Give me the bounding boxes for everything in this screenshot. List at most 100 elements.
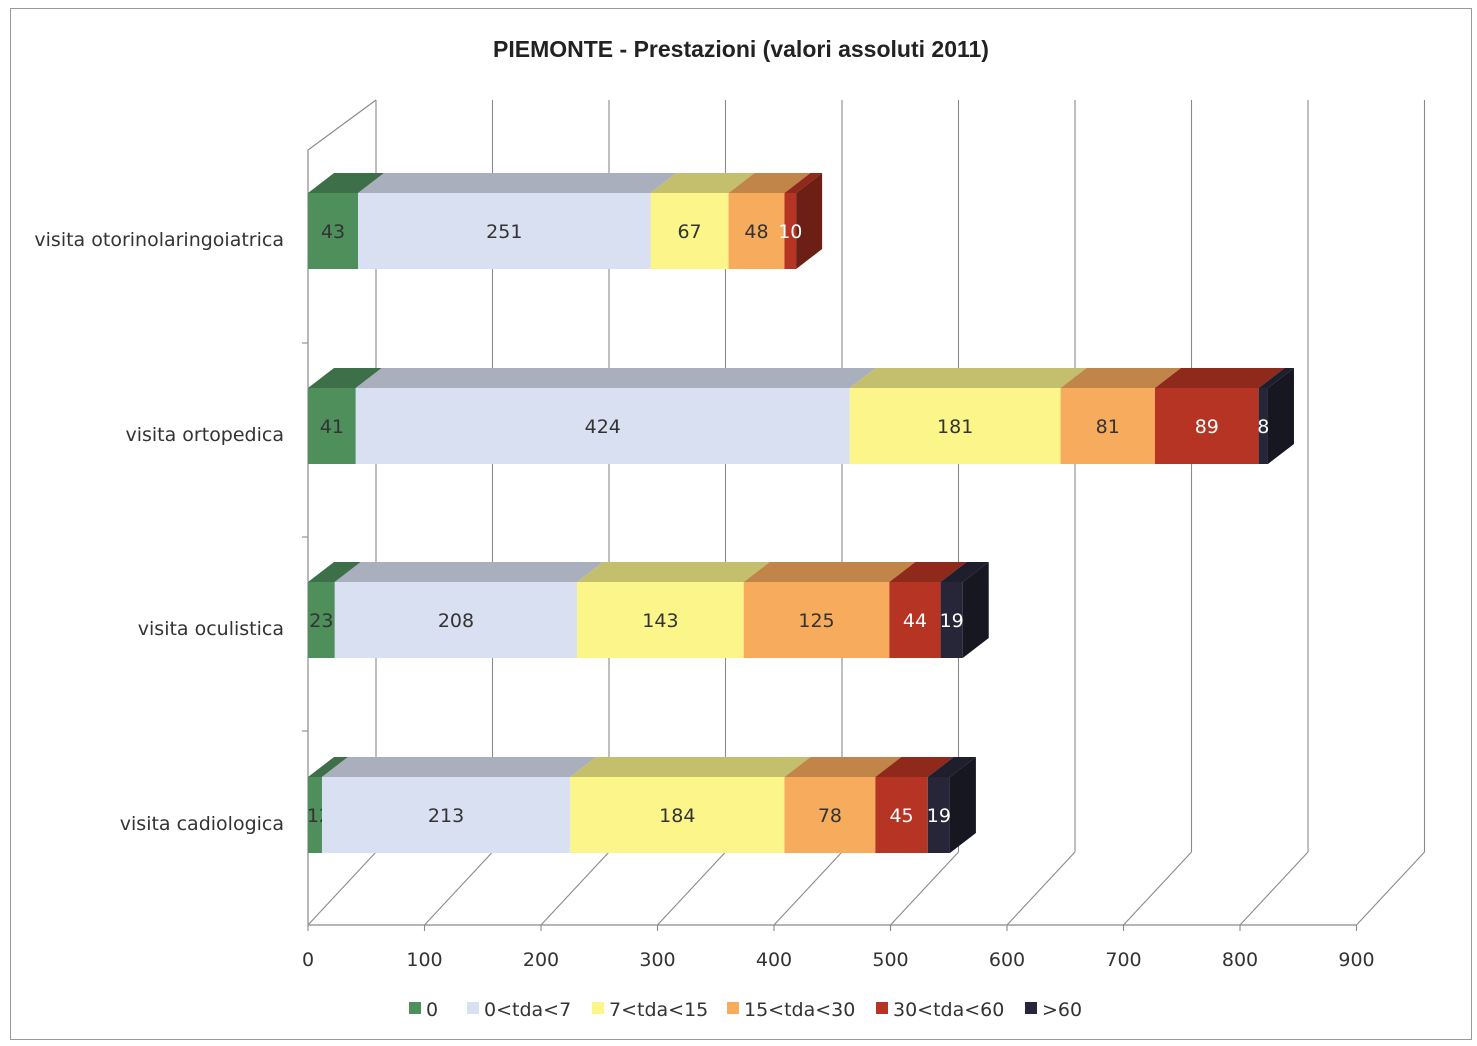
bar-side->60 (962, 562, 989, 658)
data-label: 23 (309, 610, 333, 632)
data-label: 89 (1195, 416, 1219, 438)
floor-gridline-0 (307, 851, 377, 926)
bar-segment (1154, 388, 1259, 464)
bar-top-0<tda<7 (321, 757, 597, 777)
legend-item-0: 0 (426, 999, 438, 1021)
bar-top-7<tda<15 (650, 173, 755, 193)
bar-segment (570, 777, 785, 853)
x-tick-label-200: 200 (523, 949, 559, 971)
data-label: 10 (778, 221, 802, 243)
data-label: 19 (927, 805, 951, 827)
data-label: 143 (642, 610, 678, 632)
floor-gridline-500 (890, 851, 959, 926)
bar-segment (849, 388, 1061, 464)
x-tick-label-600: 600 (989, 949, 1025, 971)
legend-item-5: >60 (1042, 999, 1082, 1021)
bar-side->60 (949, 757, 976, 853)
category-label: visita otorinolaringoiatrica (34, 229, 284, 251)
floor-gridline-400 (773, 851, 843, 926)
legend-swatch-2 (592, 1002, 604, 1014)
data-label: 213 (428, 805, 464, 827)
bar-segment (308, 193, 359, 269)
legend-swatch-5 (1025, 1002, 1037, 1014)
bar-segment (728, 193, 785, 269)
data-label: 81 (1096, 416, 1120, 438)
data-label: 78 (818, 805, 842, 827)
floor-gridline-900 (1356, 851, 1425, 926)
floor-gridline-200 (540, 851, 610, 926)
bar-top-7<tda<15 (849, 368, 1087, 388)
bar-segment (308, 388, 356, 464)
bar-segment (334, 582, 578, 658)
data-label: 43 (321, 221, 345, 243)
category-label: visita oculistica (138, 618, 284, 640)
floor-gridline-700 (1123, 851, 1192, 926)
bar-top-15<tda<30 (743, 562, 916, 582)
x-tick-label-900: 900 (1338, 949, 1374, 971)
bar-segment (875, 777, 928, 853)
bar-top-30<tda<60 (889, 562, 967, 582)
bar-top-0 (308, 368, 382, 388)
floor-gridline-600 (1006, 851, 1076, 926)
bar-segment (743, 582, 890, 658)
legend-swatch-0 (409, 1002, 421, 1014)
bar-segment (784, 193, 797, 269)
bar-top-30<tda<60 (784, 173, 823, 193)
legend-item-4: 30<tda<60 (893, 999, 1004, 1021)
data-label: 251 (486, 221, 522, 243)
data-label: 41 (320, 416, 344, 438)
legend-swatch-4 (876, 1002, 888, 1014)
legend-item-3: 15<tda<30 (744, 999, 855, 1021)
bar-segment (308, 777, 322, 853)
bar-segment (321, 777, 571, 853)
data-label: 8 (1257, 416, 1269, 438)
x-tick-label-700: 700 (1105, 949, 1141, 971)
bar-top-0<tda<7 (334, 562, 604, 582)
bar-top->60 (927, 757, 976, 777)
bar-top-0 (308, 173, 385, 193)
legend-swatch-3 (727, 1002, 739, 1014)
data-label: 44 (903, 610, 927, 632)
bar-top-0 (308, 562, 361, 582)
bar-segment (355, 388, 850, 464)
legend-swatch-1 (467, 1002, 479, 1014)
x-tick-label-0: 0 (302, 949, 314, 971)
data-label: 184 (659, 805, 695, 827)
floor-gridline-100 (424, 851, 493, 926)
bar-top-7<tda<15 (570, 757, 811, 777)
bar-segment (650, 193, 729, 269)
bar-segment (358, 193, 651, 269)
data-label: 19 (940, 610, 964, 632)
chart-title: PIEMONTE - Prestazioni (valori assoluti … (493, 36, 989, 62)
bar-top-7<tda<15 (577, 562, 770, 582)
x-tick-label-500: 500 (872, 949, 908, 971)
bar-segment (308, 582, 335, 658)
bar-segment (784, 777, 876, 853)
bar-top->60 (940, 562, 989, 582)
x-tick-label-100: 100 (406, 949, 442, 971)
bar-segment (1258, 388, 1268, 464)
bar-segment (889, 582, 941, 658)
bar-segment (1060, 388, 1155, 464)
category-label: visita cadiologica (120, 813, 284, 835)
bar-top-15<tda<30 (1060, 368, 1181, 388)
bar-top-0 (308, 757, 348, 777)
category-label: visita ortopedica (125, 424, 284, 446)
x-tick-label-400: 400 (756, 949, 792, 971)
bar-segment (577, 582, 744, 658)
x-tick-label-800: 800 (1222, 949, 1258, 971)
bar-segment (940, 582, 963, 658)
legend-item-2: 7<tda<15 (609, 999, 708, 1021)
data-label: 181 (937, 416, 973, 438)
floor-gridline-300 (657, 851, 726, 926)
x-tick-label-300: 300 (639, 949, 675, 971)
data-label: 45 (889, 805, 913, 827)
data-label: 125 (798, 610, 834, 632)
bar-top-15<tda<30 (728, 173, 811, 193)
bar-segment (927, 777, 950, 853)
data-label: 48 (744, 221, 768, 243)
data-label: 67 (677, 221, 701, 243)
bar-top-0<tda<7 (358, 173, 677, 193)
